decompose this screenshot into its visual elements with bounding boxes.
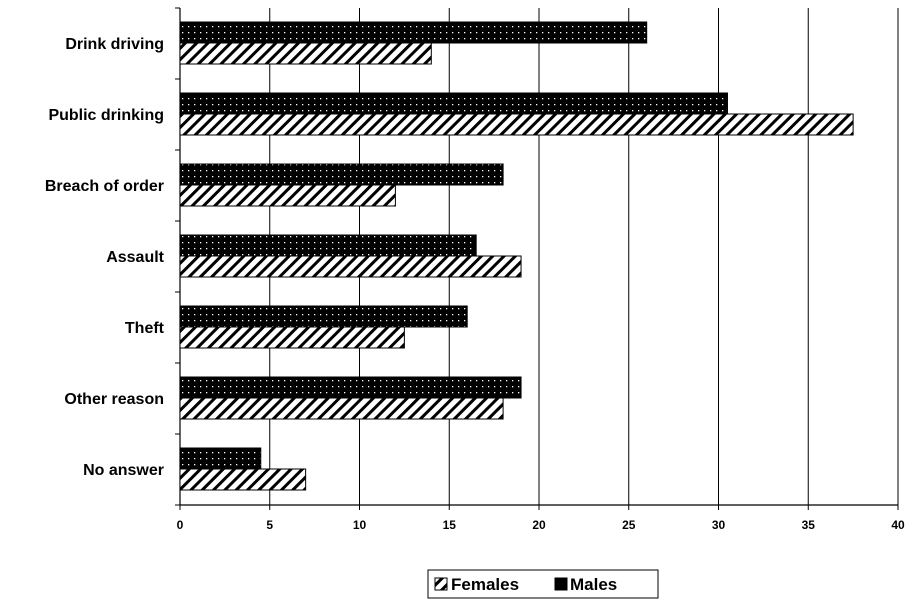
- category-label: Assault: [106, 249, 164, 266]
- bar-females: [179, 468, 307, 491]
- x-tick-label: 5: [266, 518, 273, 532]
- category-label: Public drinking: [48, 107, 164, 124]
- plot-area: 0 5 10 15 20 25 30 35 40 Drink driving Public drin…: [45, 7, 905, 532]
- bar-males: [179, 447, 262, 470]
- x-tick-label: 40: [891, 518, 905, 532]
- x-tick-label: 0: [177, 518, 184, 532]
- bar-males: [179, 376, 522, 399]
- bar-males: [179, 305, 468, 328]
- x-tick-label: 25: [622, 518, 636, 532]
- bar-females: [179, 326, 405, 349]
- bar-females: [179, 397, 504, 420]
- legend-swatch-males: [554, 577, 568, 591]
- x-tick-label: 30: [712, 518, 726, 532]
- legend-label-males: Males: [570, 575, 617, 594]
- x-tick-label: 10: [353, 518, 367, 532]
- category-label: No answer: [83, 462, 164, 479]
- legend: Females Males: [427, 569, 659, 599]
- x-tick-label: 35: [802, 518, 816, 532]
- bar-males: [179, 234, 477, 257]
- legend-label-females: Females: [451, 575, 519, 594]
- bar-females: [179, 184, 396, 207]
- category-label: Drink driving: [65, 36, 164, 53]
- category-label: Breach of order: [45, 178, 164, 195]
- category-label: Theft: [125, 320, 165, 337]
- x-tick-label: 15: [443, 518, 457, 532]
- bar-females: [179, 42, 432, 65]
- legend-swatch-females: [434, 577, 448, 591]
- legend-box: [427, 569, 659, 599]
- bar-males: [179, 163, 504, 186]
- category-label: Other reason: [64, 391, 164, 408]
- bar-females: [179, 255, 522, 278]
- bar-males: [179, 21, 648, 44]
- bar-females: [179, 113, 854, 136]
- bar-males: [179, 92, 728, 115]
- x-tick-label: 20: [532, 518, 546, 532]
